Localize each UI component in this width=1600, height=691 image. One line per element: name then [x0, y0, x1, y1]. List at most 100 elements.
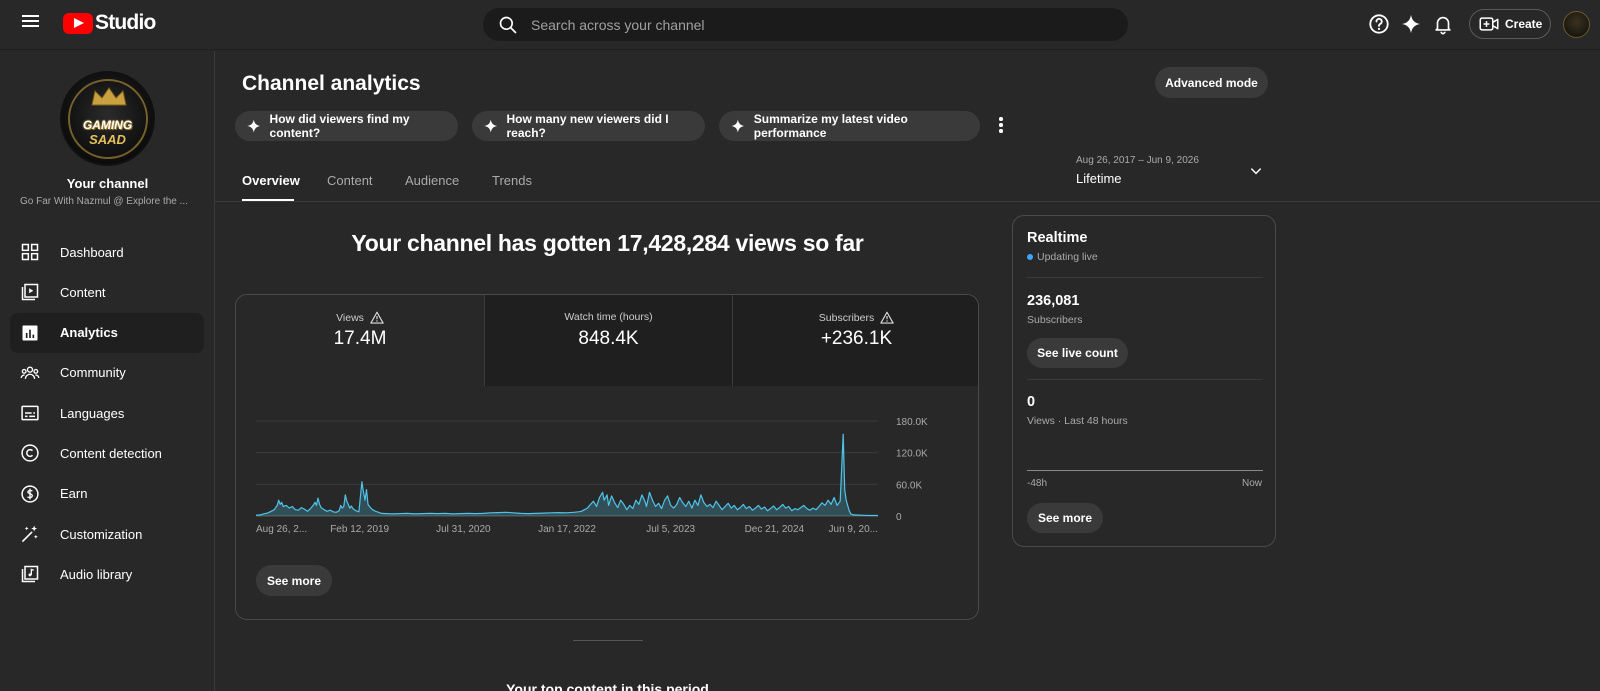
top-content-title: Your top content in this period	[506, 681, 709, 691]
community-icon	[20, 366, 40, 379]
sidebar-nav: Dashboard Content Analytics Community La…	[10, 232, 204, 595]
realtime-status: Updating live	[1027, 251, 1098, 263]
see-more-button[interactable]: See more	[256, 565, 332, 596]
date-period-label[interactable]: Lifetime	[1076, 171, 1122, 186]
sidebar-item-label: Community	[60, 365, 126, 381]
x-tick-label: Jul 5, 2023	[646, 524, 695, 535]
sidebar-item-analytics[interactable]: Analytics	[10, 312, 204, 353]
search-icon	[499, 16, 517, 34]
realtime-subscribers-label: Subscribers	[1027, 314, 1083, 326]
advanced-mode-button[interactable]: Advanced mode	[1155, 67, 1268, 98]
realtime-subscribers-value: 236,081	[1027, 293, 1080, 309]
page-title: Channel analytics	[242, 72, 421, 95]
top-bar: Studio Create	[0, 0, 1600, 50]
y-tick-label: 120.0K	[896, 449, 928, 460]
sidebar-item-dashboard[interactable]: Dashboard	[10, 232, 204, 272]
divider	[1027, 277, 1263, 278]
studio-logo[interactable]: Studio	[63, 11, 156, 35]
chip-label: Summarize my latest video performance	[753, 112, 908, 140]
x-tick-label: Aug 26, 2...	[256, 524, 307, 535]
sidebar-item-earn[interactable]: Earn	[10, 474, 204, 514]
warning-icon[interactable]	[880, 311, 894, 324]
sidebar-item-community[interactable]: Community	[10, 353, 204, 393]
views-chart-area: 0 60.0K 120.0K 180.0K Aug 26, 2... Feb 12, 20…	[236, 386, 979, 619]
chip-viewers-find[interactable]: How did viewers find my content?	[235, 111, 458, 141]
youtube-logo-icon	[63, 12, 93, 34]
account-avatar[interactable]	[1563, 11, 1590, 38]
realtime-axis-end: Now	[1241, 478, 1262, 489]
tab-audience[interactable]: Audience	[405, 173, 460, 188]
realtime-status-label: Updating live	[1037, 251, 1098, 263]
sidebar-item-content-detection[interactable]: Content detection	[10, 433, 204, 473]
realtime-chart-axis	[1027, 470, 1263, 471]
sidebar-item-label: Analytics	[60, 325, 118, 341]
chip-summarize-video[interactable]: Summarize my latest video performance	[719, 111, 980, 141]
content-detection-icon	[21, 444, 39, 463]
chip-new-viewers[interactable]: How many new viewers did I reach?	[472, 111, 705, 141]
dashboard-icon	[21, 243, 39, 261]
x-tick-label: Feb 12, 2019	[330, 524, 389, 535]
sparkle-icon[interactable]	[1400, 13, 1422, 35]
metric-label: Subscribers	[818, 311, 875, 324]
search-input[interactable]	[531, 8, 1111, 41]
views-series-line[interactable]	[255, 433, 878, 517]
metric-value: +236.1K	[820, 328, 893, 349]
metric-label: Watch time (hours)	[564, 311, 653, 323]
sidebar-item-customization[interactable]: Customization	[10, 514, 204, 554]
sidebar-item-languages[interactable]: Languages	[10, 393, 204, 433]
metric-views[interactable]: Views 17.4M	[236, 295, 484, 386]
see-live-count-button[interactable]: See live count	[1027, 338, 1128, 368]
help-icon[interactable]	[1368, 13, 1390, 35]
active-tab-indicator	[242, 199, 294, 201]
views-line-chart[interactable]: 0 60.0K 120.0K 180.0K Aug 26, 2... Feb 12, 20…	[236, 386, 979, 551]
warning-icon[interactable]	[370, 311, 384, 324]
y-tick-label: 180.0K	[896, 417, 928, 428]
sparkle-icon	[731, 119, 745, 133]
realtime-card: Realtime Updating live 236,081 Subscribe…	[1012, 215, 1276, 547]
date-range[interactable]: Aug 26, 2017 – Jun 9, 2026	[1076, 155, 1199, 166]
customization-icon	[22, 525, 38, 542]
sidebar-item-label: Content detection	[60, 445, 162, 461]
your-channel-label: Your channel	[66, 176, 149, 191]
realtime-see-more-button[interactable]: See more	[1027, 503, 1103, 533]
metric-value: 848.4K	[578, 328, 639, 349]
channel-name: Go Far With Nazmul @ Explore the ...	[20, 196, 188, 207]
y-tick-label: 0	[896, 512, 902, 523]
notifications-icon[interactable]	[1432, 13, 1454, 35]
sidebar-item-audio-library[interactable]: Audio library	[10, 554, 204, 594]
metric-subscribers[interactable]: Subscribers +236.1K	[732, 295, 978, 386]
more-options-icon[interactable]	[997, 115, 1005, 135]
realtime-views-value: 0	[1027, 394, 1036, 410]
chip-label: How did viewers find my content?	[269, 112, 410, 140]
chip-label: How many new viewers did I reach?	[506, 112, 669, 140]
analytics-icon	[22, 325, 38, 341]
views-series-area	[256, 434, 878, 516]
live-dot-icon	[1027, 254, 1033, 260]
views-headline: Your channel has gotten 17,428,284 views…	[351, 230, 864, 256]
sparkle-icon	[484, 119, 498, 133]
tab-trends[interactable]: Trends	[492, 173, 532, 188]
sidebar: GAMING SAAD Your channel Go Far With Naz…	[0, 51, 215, 691]
metric-watch-time[interactable]: Watch time (hours) 848.4K	[484, 295, 732, 386]
tab-content[interactable]: Content	[327, 173, 373, 188]
x-tick-label: Jan 17, 2022	[538, 524, 596, 535]
menu-icon[interactable]	[22, 14, 40, 28]
chevron-down-icon[interactable]	[1248, 163, 1264, 179]
realtime-title: Realtime	[1027, 230, 1088, 246]
earn-icon	[21, 485, 39, 503]
avatar-text-gaming: GAMING	[82, 118, 133, 132]
realtime-axis-start: -48h	[1027, 478, 1048, 489]
metric-label: Views	[336, 311, 364, 324]
x-tick-label: Jun 9, 20...	[829, 524, 878, 535]
channel-avatar[interactable]: GAMING SAAD	[60, 71, 155, 166]
create-button[interactable]: Create	[1469, 9, 1551, 39]
sidebar-item-label: Audio library	[60, 566, 133, 582]
section-divider	[573, 640, 643, 641]
sidebar-item-label: Content	[60, 284, 106, 300]
tab-overview[interactable]: Overview	[242, 173, 300, 188]
create-label: Create	[1505, 17, 1543, 31]
search-bar[interactable]	[483, 8, 1128, 41]
audio-library-icon	[21, 566, 39, 583]
metric-value: 17.4M	[333, 328, 387, 349]
sidebar-item-content[interactable]: Content	[10, 272, 204, 312]
